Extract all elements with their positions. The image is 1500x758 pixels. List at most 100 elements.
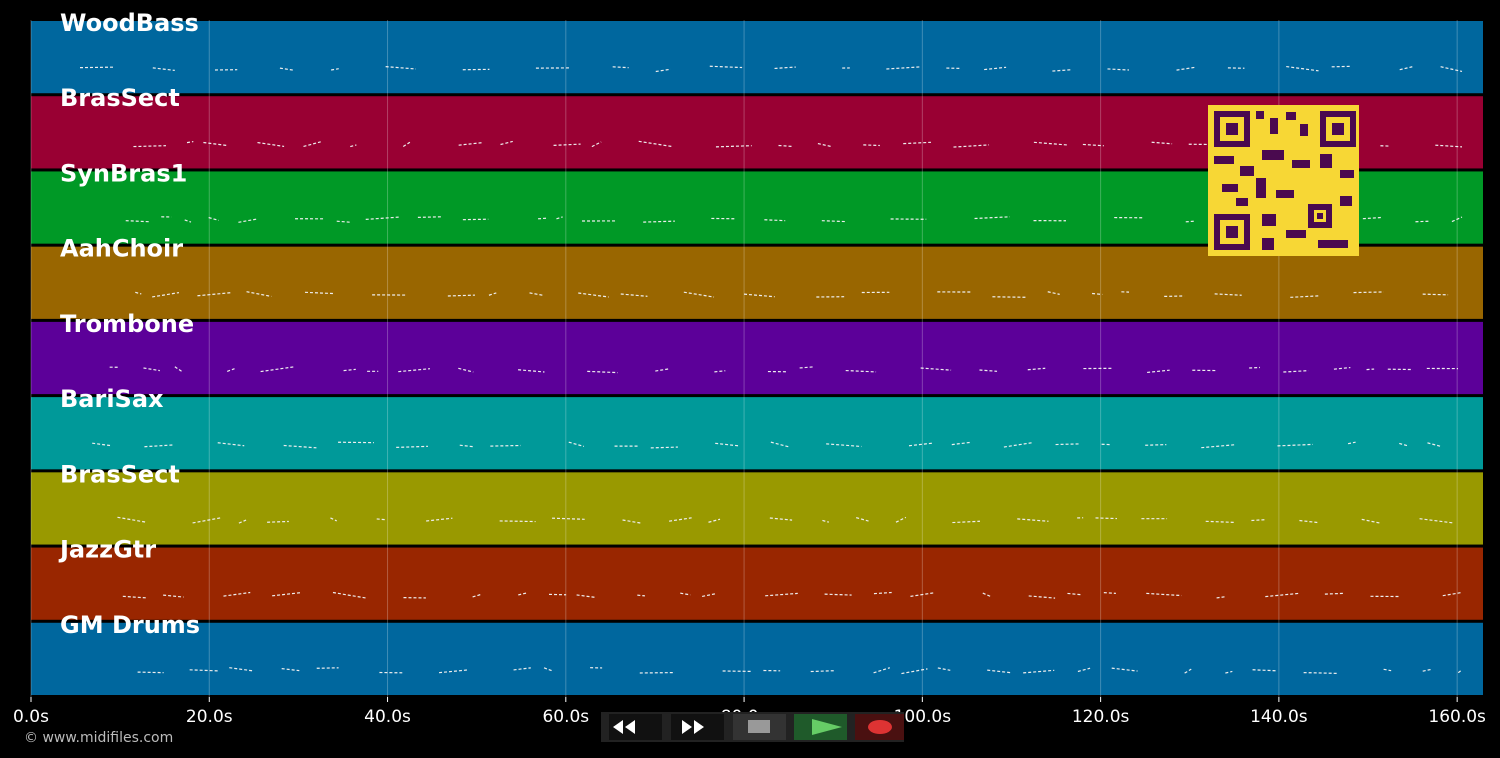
note-strip [765,592,798,597]
note-strip [1277,443,1313,447]
note-strip [1366,368,1375,371]
note-strip [1067,592,1081,596]
note-strip [1033,141,1068,146]
note-strip [1103,592,1116,594]
note-strip [953,144,990,148]
note-strip [1347,441,1356,445]
note-strip [350,144,357,148]
note-strip [982,592,992,598]
rewind-button[interactable] [609,714,662,740]
note-strip [543,667,554,672]
note-strip [680,592,691,596]
note-strip [238,218,259,223]
note-strip [669,517,692,522]
note-strip [992,296,1027,298]
note-strip [1147,369,1170,374]
note-strip [987,669,1012,674]
note-strip [920,367,952,371]
note-strip [1440,66,1463,73]
note-strip [984,66,1007,71]
note-strip [529,292,544,296]
note-strip [1017,518,1049,522]
note-strip [1077,667,1091,673]
note-strip [937,667,951,671]
note-strip [343,368,356,372]
note-strip [223,591,251,597]
note-strip [398,368,431,373]
forward-button[interactable] [671,714,724,740]
note-strip [683,291,715,298]
note-strip [260,366,294,373]
note-strip [1324,592,1345,595]
note-strip [553,143,581,147]
note-strip [655,68,671,73]
note-strip [715,442,739,447]
note-strip [1361,518,1381,524]
note-strip [1201,444,1235,449]
note-strip [336,220,350,223]
record-button[interactable] [855,714,904,740]
play-button[interactable] [794,714,847,740]
note-strip [1151,141,1173,145]
note-strip [863,144,880,147]
note-strip [518,369,545,373]
note-strip [417,216,442,218]
note-strip [459,444,474,448]
note-strip [1055,443,1081,446]
note-strip [556,216,563,220]
note-strip [331,68,339,71]
x-tick-label: 20.0s [186,707,233,727]
note-strip [822,519,829,523]
note-strip [267,520,289,523]
note-strip [1184,668,1192,674]
note-strip [1442,591,1463,597]
note-strip [135,291,142,295]
note-strip [587,370,618,374]
note-strip [208,216,219,221]
note-strip [330,517,337,522]
note-strip [1052,69,1073,72]
track-label: GM Drums [60,611,200,639]
note-strip [708,518,721,523]
note-strip [824,593,852,596]
note-strip [143,367,160,372]
note-strip [1457,669,1463,674]
track-label: Trombone [60,310,194,338]
note-strip [901,668,928,675]
x-tick-label: 160.0s [1428,707,1486,727]
x-tick-label: 0.0s [13,707,49,727]
note-strip [1419,518,1454,524]
note-strip [376,518,386,521]
note-strip [1145,443,1167,446]
note-strip [458,367,474,373]
note-strip [472,594,481,598]
x-tick-label: 140.0s [1250,707,1308,727]
note-strip [1214,293,1242,296]
note-strip [873,667,890,674]
x-tick-label: 60.0s [542,707,589,727]
note-strip [1399,442,1409,447]
note-strip [715,145,752,148]
note-strip [895,516,907,523]
note-strip [447,294,475,297]
stop-button[interactable] [733,714,786,740]
note-strip [951,441,972,446]
note-strip [246,291,272,298]
x-tick-label: 100.0s [894,707,952,727]
note-strip [702,592,717,598]
note-strip [1216,595,1227,599]
note-strip [1095,517,1117,520]
note-strip [643,220,675,223]
note-strip [551,517,585,520]
note-strip [817,142,832,148]
note-strip [778,144,793,148]
note-strip [1435,144,1463,148]
note-strip [856,517,869,522]
note-strip [1265,592,1300,598]
note-strip [845,369,877,373]
note-strip [1286,65,1319,72]
transport [601,712,904,742]
note-strip [92,442,112,447]
track-label: BrasSect [60,460,180,488]
